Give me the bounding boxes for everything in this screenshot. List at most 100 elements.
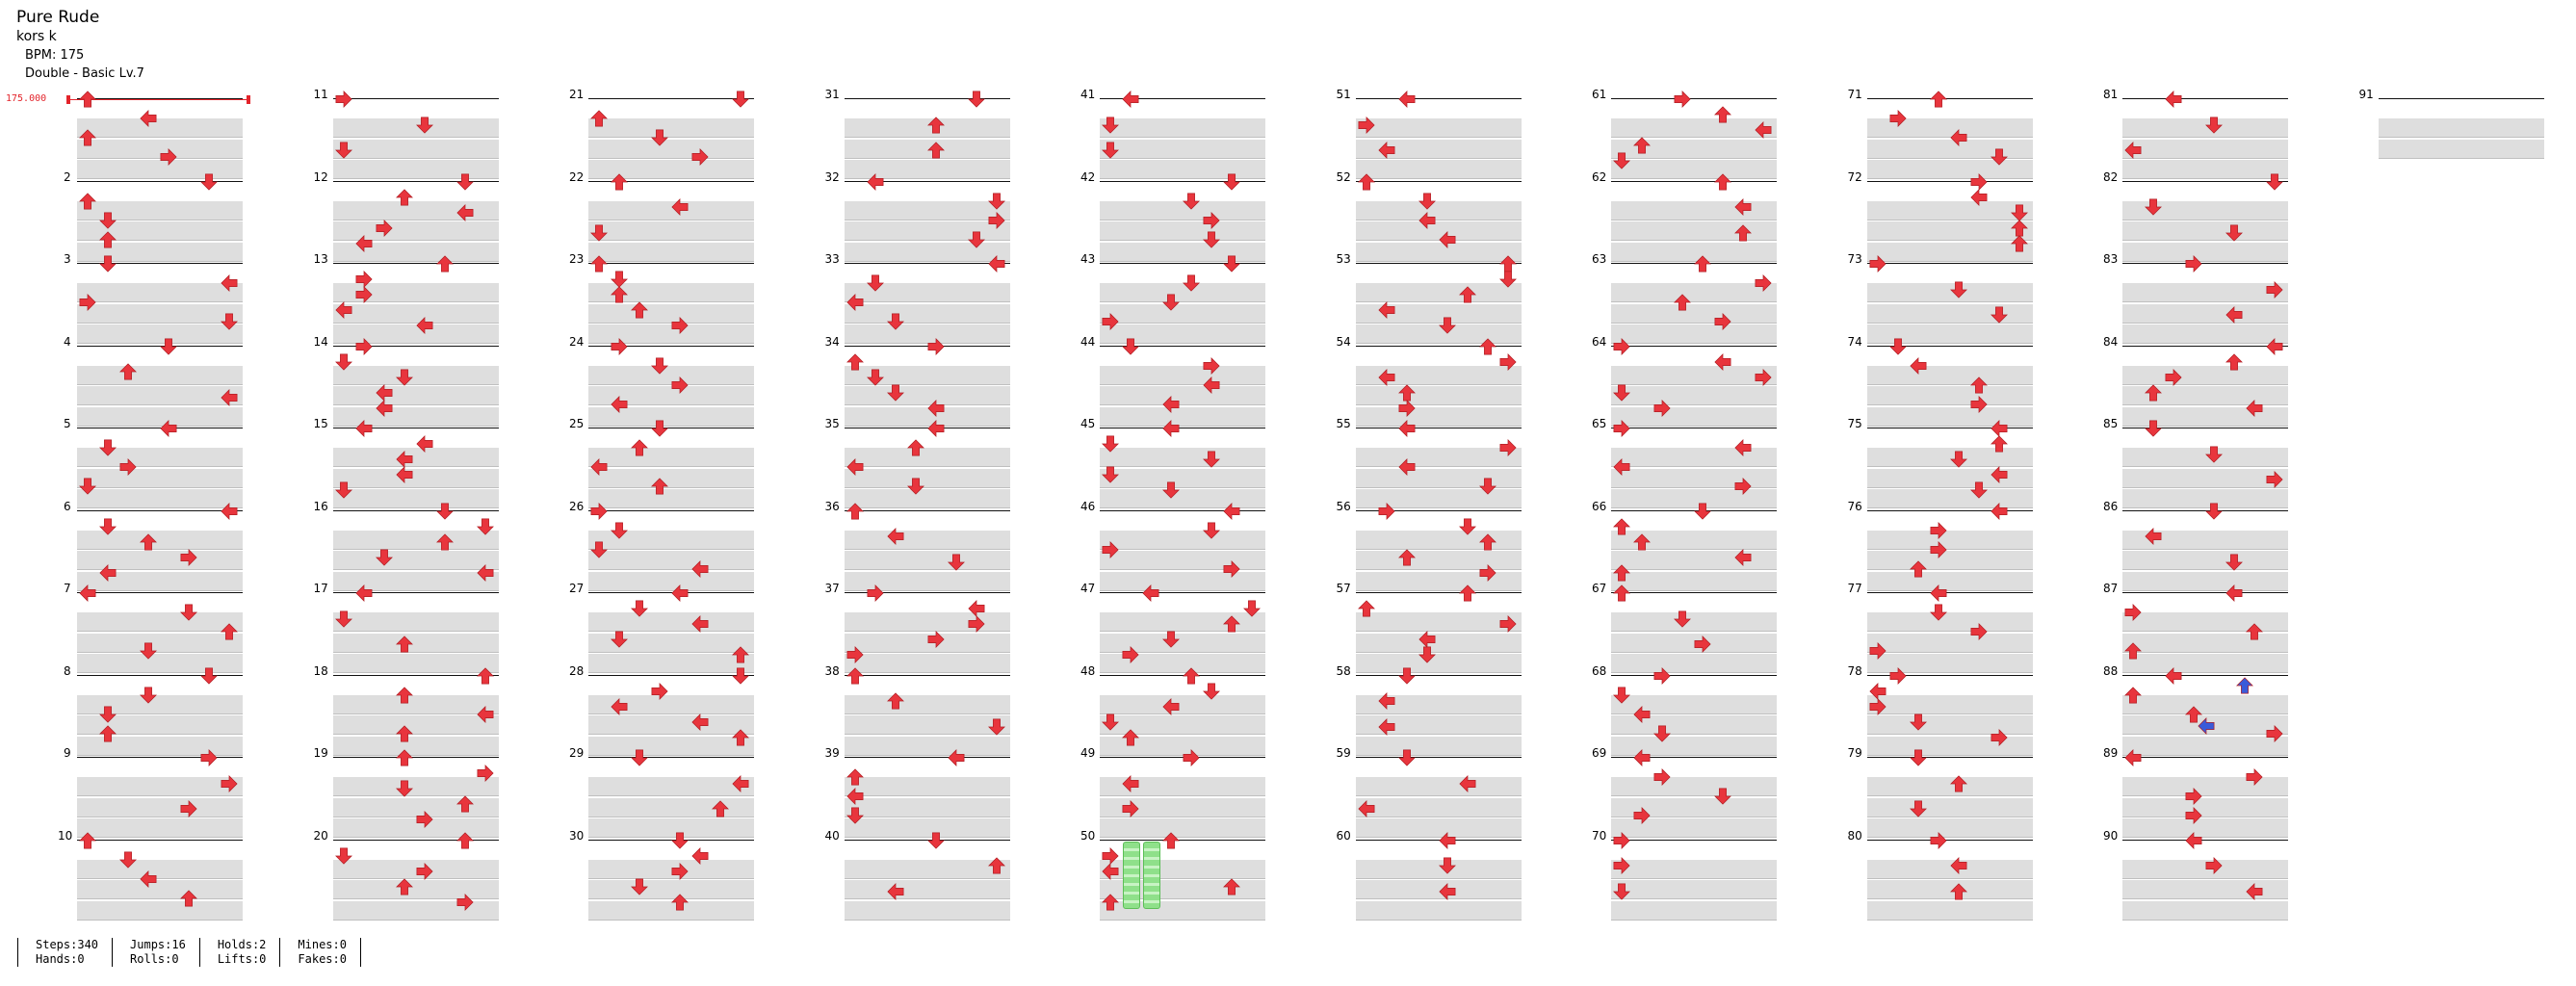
beat-band	[1100, 303, 1265, 324]
beat-band	[1866, 406, 2033, 427]
up-arrow-icon	[1633, 532, 1651, 551]
beat-band	[77, 406, 243, 427]
beat-band	[1355, 571, 1522, 591]
down-arrow-icon	[1990, 306, 2008, 324]
measure-number: 79	[1847, 746, 1862, 760]
beat-band	[2122, 633, 2288, 653]
beat-band	[1355, 633, 1522, 653]
beat-band	[1611, 448, 1777, 467]
down-arrow-icon	[375, 549, 393, 566]
measure-number: 51	[1336, 88, 1351, 101]
down-arrow-icon	[1498, 271, 1517, 288]
beat-band	[588, 489, 754, 508]
beat-band	[332, 654, 499, 673]
beat-band	[1611, 530, 1777, 550]
up-arrow-icon	[926, 142, 945, 159]
measure-line	[332, 757, 499, 758]
right-arrow-icon	[1869, 255, 1886, 272]
left-arrow-icon	[1990, 466, 2008, 483]
right-arrow-icon	[1889, 666, 1907, 685]
measure-line	[1611, 757, 1777, 758]
left-arrow-icon	[1734, 198, 1752, 217]
beat-band	[844, 736, 1010, 756]
measure-number: 46	[1080, 499, 1096, 513]
left-arrow-icon	[1734, 548, 1752, 566]
beat-band	[1866, 818, 2033, 838]
beat-band	[1611, 551, 1777, 570]
measure-line	[332, 674, 499, 676]
beat-band	[1611, 654, 1777, 673]
up-arrow-icon	[1714, 106, 1731, 123]
measure-number: 15	[313, 417, 328, 430]
left-arrow-icon	[691, 713, 709, 731]
beat-band	[844, 633, 1010, 653]
beat-band	[77, 900, 243, 921]
down-arrow-icon	[476, 518, 494, 535]
left-arrow-icon	[1223, 502, 1240, 520]
measure-line	[332, 98, 499, 99]
measure-line	[77, 180, 243, 182]
measure-number: 66	[1592, 499, 1607, 513]
measure-number: 32	[824, 169, 840, 184]
down-arrow-icon	[395, 780, 413, 797]
beat-band	[588, 200, 754, 221]
down-arrow-icon	[180, 604, 197, 621]
left-arrow-icon	[1714, 352, 1731, 371]
measure-number: 20	[313, 828, 328, 843]
up-arrow-icon	[1162, 831, 1180, 849]
measure-number: 28	[569, 663, 585, 678]
measure-number: 86	[2103, 499, 2119, 513]
left-arrow-icon	[395, 466, 413, 483]
right-arrow-icon	[1499, 352, 1517, 371]
right-arrow-icon	[1102, 540, 1119, 558]
down-arrow-icon	[987, 193, 1005, 210]
measure-line	[1611, 592, 1777, 593]
beat-band	[77, 612, 243, 632]
down-arrow-icon	[1888, 338, 1907, 355]
beat-band	[844, 365, 1010, 385]
up-arrow-icon	[99, 724, 117, 742]
left-arrow-icon	[846, 294, 864, 311]
beat-band	[2122, 571, 2288, 591]
measure-number: 62	[1592, 169, 1607, 184]
up-arrow-icon	[590, 110, 608, 127]
measure-number: 80	[1847, 828, 1862, 843]
beat-band	[844, 654, 1010, 673]
right-arrow-icon	[867, 584, 884, 602]
left-arrow-icon	[2124, 749, 2142, 766]
up-arrow-icon	[1694, 255, 1711, 272]
beat-band	[1100, 324, 1265, 344]
up-arrow-icon	[119, 363, 137, 380]
beat-band	[844, 880, 1010, 899]
measure-number: 30	[569, 828, 585, 843]
down-arrow-icon	[671, 832, 689, 849]
left-arrow-icon	[79, 584, 96, 602]
beat-band	[844, 448, 1010, 467]
measure-number: 7	[64, 582, 71, 595]
beat-band	[332, 694, 499, 714]
beat-band	[1100, 242, 1265, 262]
measure-number: 81	[2103, 88, 2119, 101]
up-arrow-icon	[590, 255, 608, 272]
beat-band	[332, 283, 499, 302]
down-arrow-icon	[1969, 481, 1988, 499]
stats-col: Jumps:16 Rolls:0	[112, 938, 199, 967]
beat-band	[77, 118, 243, 138]
left-arrow-icon	[2225, 306, 2243, 324]
measure-line	[1355, 839, 1522, 841]
beat-band	[2122, 303, 2288, 324]
beat-band	[1611, 694, 1777, 714]
left-arrow-icon	[1438, 230, 1456, 248]
right-arrow-icon	[335, 91, 352, 108]
down-arrow-icon	[631, 600, 648, 617]
left-arrow-icon	[160, 420, 177, 437]
beat-band	[1355, 448, 1522, 467]
beat-band	[77, 365, 243, 385]
beat-band	[1100, 489, 1265, 508]
beat-band	[1611, 777, 1777, 796]
down-arrow-icon	[1102, 466, 1119, 483]
measure-number: 27	[569, 582, 585, 595]
right-arrow-icon	[376, 219, 393, 237]
beat-band	[588, 303, 754, 324]
down-arrow-icon	[651, 357, 668, 375]
